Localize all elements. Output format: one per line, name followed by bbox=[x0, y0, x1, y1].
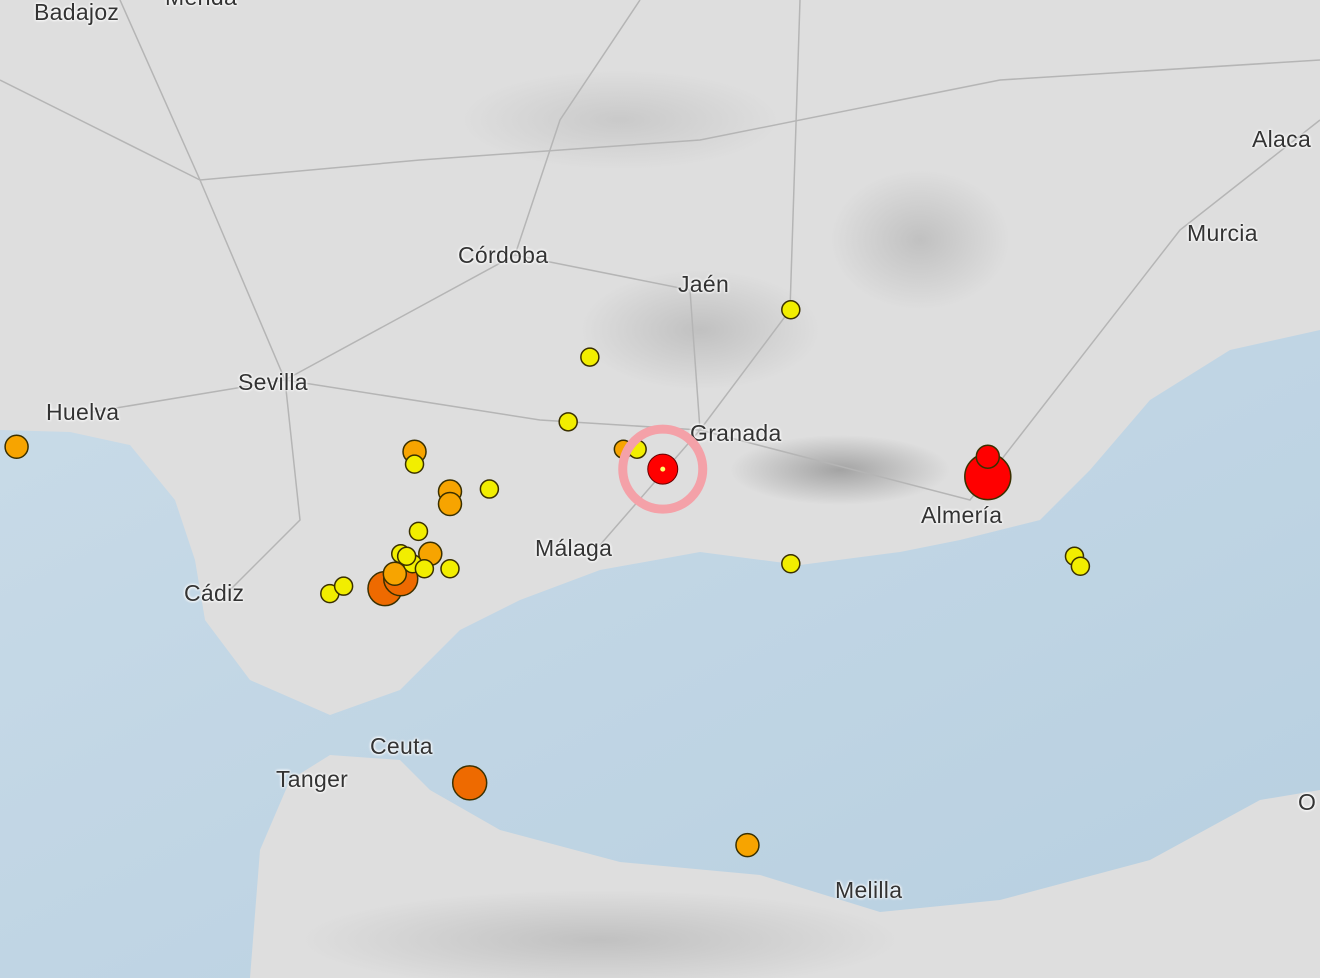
relief bbox=[580, 270, 820, 390]
city-label-cordoba: Córdoba bbox=[458, 242, 549, 268]
city-label-oran: O bbox=[1298, 789, 1317, 815]
earthquake-marker[interactable] bbox=[781, 300, 801, 320]
city-label-almeria: Almería bbox=[921, 502, 1003, 528]
city-label-sevilla: Sevilla bbox=[238, 369, 308, 395]
relief bbox=[460, 70, 780, 170]
earthquake-marker[interactable] bbox=[580, 347, 600, 367]
selected-epicenter-dot bbox=[660, 466, 666, 472]
earthquake-marker[interactable] bbox=[735, 832, 760, 858]
earthquake-marker[interactable] bbox=[781, 554, 801, 574]
city-label-jaen: Jaén bbox=[678, 271, 730, 297]
city-label-merida: Mérida bbox=[165, 0, 237, 11]
earthquake-marker[interactable] bbox=[396, 546, 417, 567]
earthquake-marker[interactable] bbox=[408, 521, 429, 542]
earthquake-marker[interactable] bbox=[975, 444, 1001, 469]
earthquake-marker[interactable] bbox=[1070, 556, 1091, 576]
selected-highlight-ring bbox=[618, 424, 708, 514]
earthquake-marker[interactable] bbox=[404, 454, 425, 474]
city-label-granada: Granada bbox=[690, 420, 782, 446]
earthquake-marker[interactable] bbox=[558, 412, 578, 432]
earthquake-marker[interactable] bbox=[440, 558, 460, 579]
earthquake-marker[interactable] bbox=[451, 765, 488, 801]
city-label-melilla: Melilla bbox=[835, 877, 903, 903]
city-label-ceuta: Ceuta bbox=[370, 733, 433, 759]
city-label-cadiz: Cádiz bbox=[184, 580, 245, 606]
earthquake-marker[interactable] bbox=[333, 576, 354, 596]
earthquake-marker[interactable] bbox=[414, 558, 435, 579]
earthquake-marker[interactable] bbox=[437, 491, 463, 517]
city-label-murcia: Murcia bbox=[1187, 220, 1258, 246]
earthquake-marker[interactable] bbox=[4, 434, 29, 459]
city-label-tanger: Tanger bbox=[276, 766, 349, 792]
city-label-huelva: Huelva bbox=[46, 399, 120, 425]
rif-relief bbox=[300, 890, 900, 978]
earthquake-marker[interactable] bbox=[382, 561, 408, 586]
relief bbox=[830, 170, 1010, 310]
city-label-malaga: Málaga bbox=[535, 535, 613, 561]
sea bbox=[0, 330, 1320, 978]
earthquake-marker[interactable] bbox=[479, 479, 500, 499]
city-label-alicante: Alaca bbox=[1252, 126, 1312, 152]
city-label-badajoz: Badajoz bbox=[34, 0, 120, 25]
